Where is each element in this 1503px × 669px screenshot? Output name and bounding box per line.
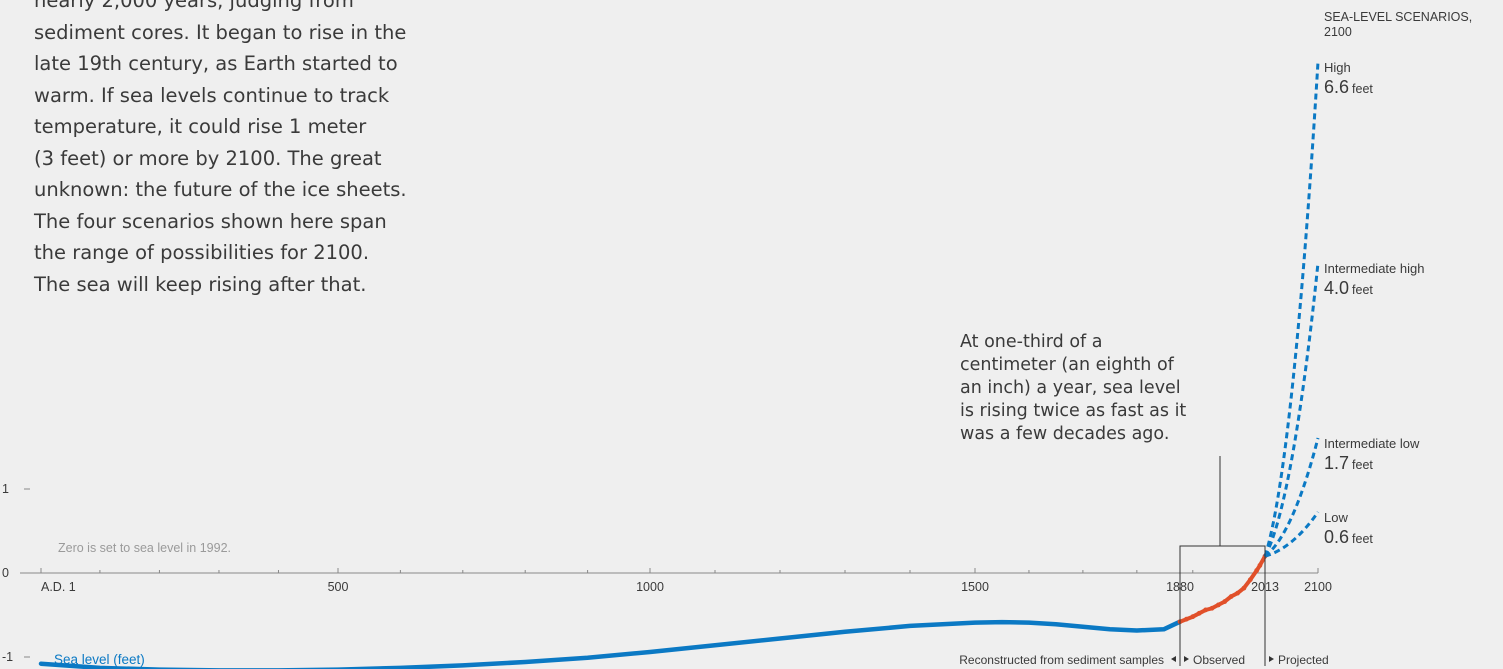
reconstructed-data-point <box>586 656 589 660</box>
scenario-value: 4.0 feet <box>1324 278 1373 298</box>
intro-line: temperature, it could rise 1 meter <box>34 115 367 138</box>
scenario-name: Intermediate high <box>1324 261 1424 276</box>
arrow-left-icon <box>1171 656 1176 662</box>
callout-line: centimeter (an eighth of <box>960 355 1174 375</box>
y-tick-label: 0 <box>2 566 9 580</box>
scenarios-title-line: 2100 <box>1324 25 1352 39</box>
scenarios-title: SEA-LEVEL SCENARIOS, 2100 <box>1324 10 1472 39</box>
observed-data-point <box>1228 594 1234 599</box>
reconstructed-data-point <box>399 666 402 669</box>
scenario-value: 6.6 feet <box>1324 77 1373 97</box>
x-tick-label: A.D. 1 <box>41 580 76 594</box>
scenario-unit: feet <box>1352 458 1373 472</box>
reconstructed-series-line <box>38 619 1183 669</box>
scenario-curve <box>1263 61 1320 557</box>
reconstructed-data-point <box>1162 628 1166 631</box>
reconstructed-data-point <box>461 664 464 667</box>
label-layer: Zero is set to sea level in 1992. Sea lev… <box>54 456 1329 667</box>
y-axis-label: Sea level (feet) <box>54 652 145 667</box>
intro-line: sediment cores. It began to rise in the <box>34 20 407 44</box>
observed-data-point <box>1222 599 1228 604</box>
observed-data-point <box>1196 610 1202 616</box>
intro-line: The four scenarios shown here span <box>34 209 387 233</box>
reconstructed-data-point <box>39 662 43 665</box>
x-tick-label: 500 <box>328 580 349 594</box>
reconstructed-data-point <box>648 650 652 654</box>
arrow-right-icon <box>1184 656 1189 662</box>
observed-data-point <box>1190 614 1196 620</box>
scenario-curve <box>1264 511 1320 558</box>
arrow-right-icon <box>1269 656 1274 662</box>
y-tick-label: 1 <box>2 482 9 496</box>
observed-data-point <box>1257 563 1263 568</box>
intro-line: (3 feet) or more by 2100. The great <box>34 146 382 170</box>
observed-data-point <box>1247 577 1253 583</box>
series-layer <box>38 553 1268 669</box>
intro-text: nearly 2,000 years, judging from sediment… <box>34 0 504 300</box>
zero-note: Zero is set to sea level in 1992. <box>58 541 231 555</box>
intro-line: nearly 2,000 years, judging from <box>34 0 354 12</box>
scenarios-title-line: SEA-LEVEL SCENARIOS, <box>1324 10 1472 24</box>
intro-line: The sea will keep rising after that. <box>34 272 367 296</box>
reconstructed-data-point <box>973 621 977 624</box>
reconstructed-data-point <box>908 624 912 628</box>
intro-line: the range of possibilities for 2100. <box>34 241 370 264</box>
x-tick-label: 2100 <box>1304 580 1332 594</box>
reconstructed-data-point <box>1108 628 1112 631</box>
callout-line: is rising twice as fast as it <box>960 401 1187 421</box>
scenario-value: 1.7 feet <box>1324 453 1373 473</box>
observed-data-point <box>1203 607 1208 613</box>
x-tick-label: 1000 <box>636 580 664 594</box>
reconstructed-data-point <box>1027 621 1031 624</box>
reconstructed-data-point <box>98 666 102 669</box>
callout-line: an inch) a year, sea level <box>960 378 1181 398</box>
reconstructed-data-point <box>524 660 527 664</box>
callout-text: At one-third of a centimeter (an eighth o… <box>960 331 1220 446</box>
scenario-curve <box>1263 262 1320 557</box>
scenario-name: High <box>1324 60 1351 75</box>
intro-line: unknown: the future of the ice sheets. <box>34 178 407 201</box>
period-label-reconstructed: Reconstructed from sediment samples <box>959 653 1164 667</box>
reconstructed-data-point <box>1081 625 1085 628</box>
scenario-name: Low <box>1324 510 1348 525</box>
observed-data-point <box>1241 585 1247 591</box>
reconstructed-data-point <box>713 644 717 647</box>
scenario-name: Intermediate low <box>1324 436 1420 451</box>
observed-bracket <box>1179 545 1266 603</box>
observed-data-point <box>1209 605 1215 611</box>
observed-data-point <box>1235 590 1240 596</box>
reconstructed-data-point <box>1054 623 1058 626</box>
observed-data-point <box>1183 616 1189 622</box>
observed-data-point <box>1215 602 1221 608</box>
scenario-value: 0.6 feet <box>1324 527 1373 547</box>
scenario-unit: feet <box>1352 82 1373 96</box>
scenario-unit: feet <box>1352 283 1373 297</box>
scenario-unit: feet <box>1352 532 1373 546</box>
intro-line: late 19th century, as Earth started to <box>34 52 398 75</box>
y-tick-label: -1 <box>2 650 13 664</box>
reconstructed-data-point <box>778 637 782 640</box>
x-tick-label: 1500 <box>961 580 989 594</box>
scenario-layer: High 6.6 feet Intermediate high 4.0 feet Inter… <box>1263 10 1472 558</box>
reconstructed-data-point <box>1135 629 1139 632</box>
period-label-projected: Projected <box>1278 653 1329 667</box>
reconstructed-data-point <box>843 630 847 633</box>
period-label-observed: Observed <box>1193 653 1245 667</box>
scenario-curve <box>1264 437 1320 558</box>
intro-line: warm. If sea levels continue to track <box>34 83 390 107</box>
callout-line: was a few decades ago. <box>960 424 1170 444</box>
reconstructed-data-point <box>1000 620 1004 624</box>
callout-line: At one-third of a <box>960 332 1103 352</box>
observed-data-point <box>1254 568 1260 573</box>
